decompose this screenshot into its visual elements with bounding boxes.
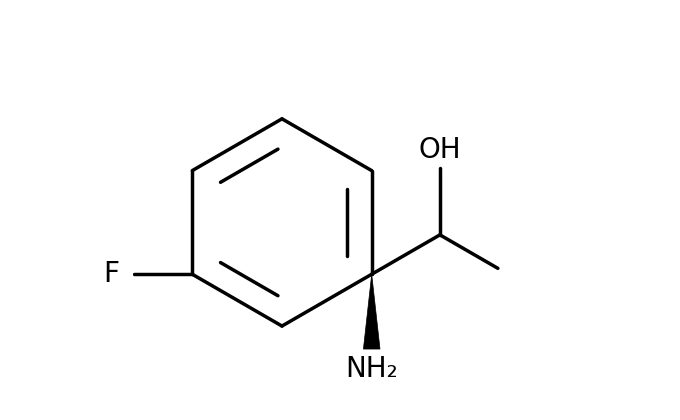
Polygon shape (363, 274, 380, 349)
Text: F: F (103, 260, 119, 288)
Text: NH₂: NH₂ (345, 355, 398, 383)
Text: OH: OH (419, 136, 461, 164)
